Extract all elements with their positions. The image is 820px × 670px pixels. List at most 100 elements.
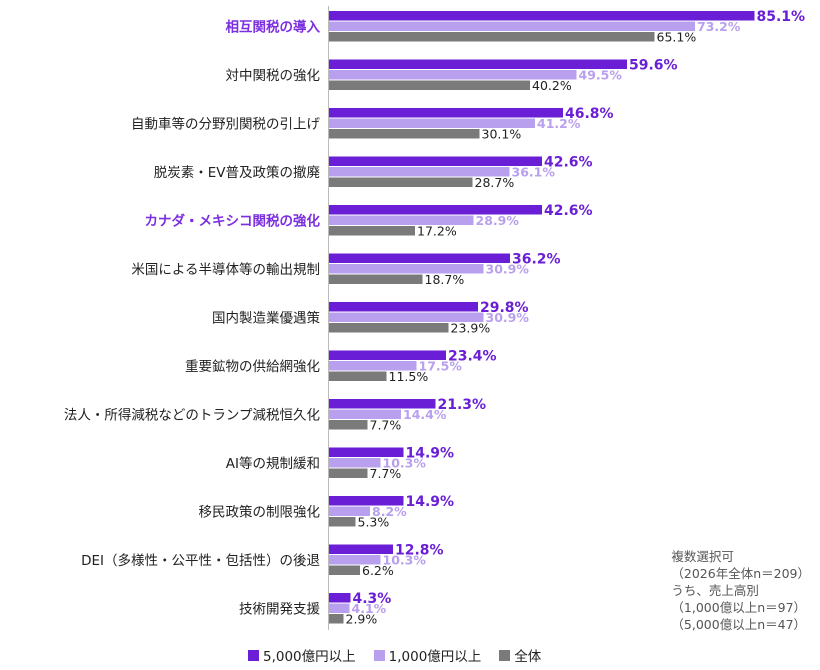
bar-all: [329, 517, 356, 527]
data-label-all: 28.7%: [475, 175, 515, 190]
data-label-s1000: 41.2%: [537, 116, 581, 131]
bar-s1000: [329, 409, 401, 419]
bar-group: 法人・所得減税などのトランプ減税恒久化 21.3%14.4%7.7%: [64, 397, 486, 433]
bar-s1000: [329, 555, 381, 565]
bar-group: 米国による半導体等の輸出規制 36.2%30.9% 18.7%: [131, 251, 560, 287]
data-label-all: 40.2%: [532, 78, 572, 93]
bar-group: DEI（多様性・公平性・包括性）の後退 12.8%10.3%6.2%: [81, 542, 443, 578]
sample-note: 複数選択可 （2026年全体n＝209） うち、売上高別 （1,000億以上n＝…: [671, 548, 810, 633]
bar-s1000: [329, 21, 695, 31]
bar-s5000: [329, 447, 404, 457]
bar-s1000: [329, 361, 417, 371]
category-label: 移民政策の制限強化: [199, 503, 321, 520]
bar-s5000: [329, 496, 404, 506]
data-label-s1000: 8.2%: [372, 504, 407, 519]
data-label-s5000: 85.1%: [757, 9, 806, 25]
category-label: DEI（多様性・公平性・包括性）の後退: [81, 552, 320, 569]
data-label-all: 2.9%: [346, 611, 378, 626]
data-label-all: 6.2%: [362, 563, 394, 578]
bar-group: 相互関税の導入 85.1% 73.2%65.1%: [226, 9, 806, 45]
note-line-4: （1,000億以上n＝97）: [671, 600, 807, 615]
data-label-all: 30.1%: [482, 126, 522, 141]
bar-s1000: [329, 118, 535, 128]
data-label-all: 11.5%: [389, 369, 429, 384]
data-label-s1000: 49.5%: [579, 67, 623, 82]
bar-all: [329, 468, 368, 478]
legend-label-all: 全体: [514, 649, 542, 665]
data-label-s1000: 36.1%: [512, 164, 556, 179]
category-label: AI等の規制緩和: [226, 455, 320, 472]
note-line-3: うち、売上高別: [671, 583, 759, 598]
bar-s1000: [329, 70, 577, 80]
data-label-s5000: 21.3%: [438, 397, 487, 413]
note-line-1: 複数選択可: [671, 549, 734, 564]
data-label-s1000: 30.9%: [486, 261, 530, 276]
bar-s5000: [329, 205, 542, 215]
data-label-all: 65.1%: [657, 29, 697, 44]
legend-item-5000: 5,000億円以上: [248, 645, 356, 665]
bar-group: 自動車等の分野別関税の引上げ 46.8%41.2% 30.1%: [131, 106, 614, 142]
bar-s5000: [329, 156, 542, 166]
legend-label-1000: 1,000億円以上: [388, 649, 482, 665]
bar-group: AI等の規制緩和 14.9%10.3%7.7%: [226, 445, 454, 481]
bar-all: [329, 371, 387, 381]
legend-item-all: 全体: [499, 645, 541, 665]
data-label-s5000: 14.9%: [406, 494, 455, 510]
bar-s1000: [329, 312, 484, 322]
data-label-s5000: 42.6%: [544, 203, 593, 219]
bar-group: カナダ・メキシコ関税の強化 42.6% 28.9% 17.2%: [145, 203, 593, 239]
data-label-all: 23.9%: [451, 320, 491, 335]
bar-all: [329, 129, 480, 139]
category-label: カナダ・メキシコ関税の強化: [145, 212, 321, 229]
data-label-s5000: 29.8%: [480, 300, 529, 316]
data-label-s1000: 10.3%: [383, 455, 427, 470]
bar-all: [329, 32, 655, 42]
bar-all: [329, 226, 415, 236]
bar-s5000: [329, 302, 478, 312]
data-label-s5000: 4.3%: [353, 591, 392, 607]
data-label-s5000: 59.6%: [629, 57, 678, 73]
bar-group: 移民政策の制限強化 14.9%8.2%5.3%: [199, 494, 455, 530]
legend: 5,000億円以上 1,000億円以上 全体: [248, 645, 541, 665]
bar-all: [329, 274, 423, 284]
bar-s5000: [329, 544, 393, 554]
legend-label-5000: 5,000億円以上: [263, 649, 356, 665]
data-label-s5000: 12.8%: [395, 542, 444, 558]
category-label: 自動車等の分野別関税の引上げ: [131, 115, 320, 132]
legend-swatch-5000: [248, 649, 259, 661]
data-label-s5000: 42.6%: [544, 154, 593, 170]
data-label-s5000: 23.4%: [448, 348, 497, 364]
data-label-s1000: 4.1%: [352, 601, 387, 616]
bar-group: 国内製造業優遇策 29.8%30.9%23.9%: [212, 300, 529, 336]
bar-all: [329, 80, 530, 90]
bar-s5000: [329, 59, 627, 69]
bar-s5000: [329, 108, 563, 118]
data-label-s1000: 17.5%: [419, 358, 463, 373]
note-line-2: （2026年全体n＝209）: [671, 566, 810, 581]
category-label: 相互関税の導入: [226, 18, 321, 35]
data-label-s1000: 73.2%: [697, 19, 741, 34]
data-label-all: 5.3%: [358, 514, 390, 529]
legend-swatch-1000: [373, 649, 385, 661]
bar-all: [329, 565, 360, 575]
bar-all: [329, 420, 368, 430]
bar-group: 重要鉱物の供給網強化 23.4%17.5%11.5%: [185, 348, 497, 384]
category-label: 国内製造業優遇策: [212, 309, 320, 326]
bar-group: 対中関税の強化 59.6% 49.5% 40.2%: [226, 57, 678, 93]
bar-group: 脱炭素・EV普及政策の撤廃 42.6%36.1%28.7%: [154, 154, 593, 190]
data-label-s1000: 14.4%: [403, 407, 447, 422]
bar-s5000: [329, 593, 351, 603]
category-label: 重要鉱物の供給網強化: [185, 359, 320, 375]
bar-s5000: [329, 399, 436, 409]
data-label-all: 17.2%: [417, 223, 457, 238]
category-label: 対中関税の強化: [226, 68, 321, 84]
data-label-all: 7.7%: [370, 466, 402, 481]
bar-s1000: [329, 458, 381, 468]
bar-all: [329, 614, 344, 624]
bar-s1000: [329, 603, 350, 613]
legend-swatch-all: [499, 649, 511, 661]
bar-s5000: [329, 11, 755, 21]
bar-all: [329, 177, 473, 187]
bar-s1000: [329, 167, 510, 177]
